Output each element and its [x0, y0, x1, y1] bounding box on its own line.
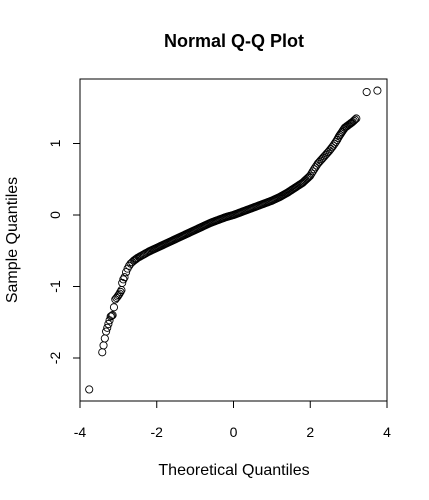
- data-point: [350, 115, 360, 124]
- x-tick-label: 0: [230, 424, 238, 440]
- data-point: [107, 311, 116, 320]
- x-axis-label: Theoretical Quantiles: [158, 462, 309, 479]
- data-point: [116, 287, 125, 296]
- data-points: [85, 86, 382, 394]
- data-point: [112, 293, 121, 302]
- data-point: [119, 275, 128, 284]
- data-point: [373, 86, 382, 95]
- data-point: [306, 171, 315, 180]
- x-axis: -4 -2 0 2 4: [74, 400, 391, 440]
- data-point: [104, 319, 113, 329]
- data-point: [122, 268, 131, 277]
- x-tick-label: -4: [74, 424, 87, 440]
- data-point: [106, 312, 115, 321]
- x-tick-label: 4: [383, 424, 391, 440]
- data-point: [352, 114, 361, 123]
- data-point: [109, 303, 119, 312]
- data-point: [349, 116, 358, 125]
- data-point: [108, 311, 117, 320]
- y-tick-label: 1: [47, 139, 63, 147]
- y-axis: -2 -1 0 1: [47, 139, 81, 365]
- data-point: [103, 323, 112, 332]
- x-tick-label: -2: [151, 424, 164, 440]
- y-tick-label: 0: [47, 211, 63, 219]
- data-point: [120, 273, 129, 282]
- x-tick-label: 2: [306, 424, 314, 440]
- data-point: [100, 334, 109, 343]
- y-tick-label: -1: [47, 280, 63, 293]
- y-tick-label: -2: [47, 352, 63, 365]
- data-point: [102, 327, 111, 336]
- data-point: [118, 278, 127, 287]
- data-point: [98, 348, 107, 357]
- data-point: [307, 169, 316, 178]
- y-axis-label: Sample Quantiles: [4, 177, 21, 303]
- data-point: [85, 385, 94, 394]
- data-point: [99, 341, 108, 350]
- data-point: [362, 87, 371, 97]
- data-point: [308, 167, 317, 176]
- chart-title: Normal Q-Q Plot: [164, 31, 304, 51]
